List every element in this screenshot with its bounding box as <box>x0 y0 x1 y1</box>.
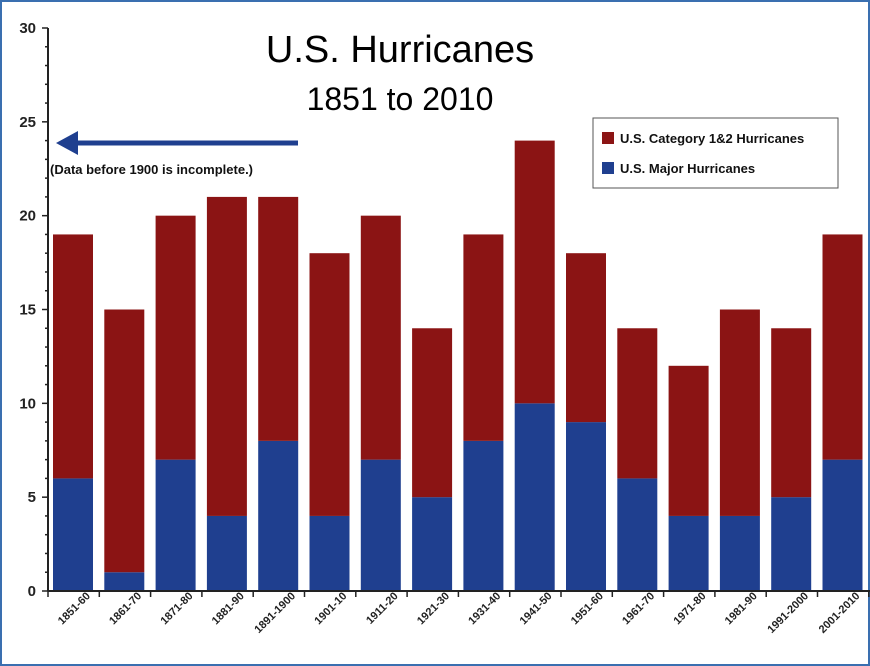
legend-box <box>592 117 839 189</box>
legend-label-cat12: U.S. Category 1&2 Hurricanes <box>620 131 804 146</box>
y-tick-label: 25 <box>19 114 36 131</box>
bars-group <box>53 140 863 591</box>
annotation: (Data before 1900 is incomplete.) <box>50 131 298 177</box>
bar-cat12-1891-1900 <box>258 196 299 441</box>
bar-major-1981-90 <box>719 515 760 591</box>
bar-major-1941-50 <box>514 403 555 591</box>
bar-major-1851-60 <box>53 478 93 591</box>
y-tick-label: 0 <box>28 583 36 600</box>
chart-title: U.S. Hurricanes <box>266 29 534 71</box>
bar-major-1921-30 <box>412 497 453 591</box>
y-tick-label: 10 <box>19 395 36 412</box>
bar-major-1901-10 <box>309 515 350 591</box>
y-tick-label: 20 <box>19 208 36 225</box>
y-tick-label: 30 <box>19 20 36 37</box>
y-tick-label: 15 <box>19 302 36 319</box>
bar-cat12-1881-90 <box>206 196 247 516</box>
arrow-head-icon <box>56 131 78 155</box>
bar-cat12-1871-80 <box>155 215 196 460</box>
annotation-text: (Data before 1900 is incomplete.) <box>50 162 253 177</box>
legend-swatch-major <box>602 162 614 174</box>
bar-cat12-1901-10 <box>309 253 350 516</box>
bar-cat12-1951-60 <box>566 253 606 423</box>
bar-cat12-2001-2010 <box>822 234 863 460</box>
bar-major-1971-80 <box>668 515 709 591</box>
bar-cat12-1961-70 <box>617 328 658 479</box>
bar-cat12-1921-30 <box>412 328 453 498</box>
bar-cat12-1971-80 <box>668 365 709 516</box>
bar-cat12-1931-40 <box>463 234 504 441</box>
bar-major-1951-60 <box>566 422 606 591</box>
y-tick-label: 5 <box>28 489 36 506</box>
bar-major-1961-70 <box>617 478 658 591</box>
legend-swatch-cat12 <box>602 132 614 144</box>
bar-cat12-1911-20 <box>360 215 401 460</box>
bar-cat12-1851-60 <box>53 234 93 479</box>
legend: U.S. Category 1&2 Hurricanes U.S. Major … <box>592 117 839 189</box>
bar-major-1891-1900 <box>258 440 299 591</box>
legend-label-major: U.S. Major Hurricanes <box>620 161 755 176</box>
bar-major-1991-2000 <box>771 497 812 591</box>
bar-cat12-1981-90 <box>719 309 760 516</box>
bar-major-1871-80 <box>155 459 196 591</box>
bar-major-1931-40 <box>463 440 504 591</box>
bar-major-2001-2010 <box>822 459 863 591</box>
bar-major-1881-90 <box>206 515 247 591</box>
y-axis: 0 5 10 15 20 25 30 <box>19 20 49 600</box>
bar-major-1911-20 <box>360 459 401 591</box>
chart-subtitle: 1851 to 2010 <box>307 81 494 117</box>
bar-major-1861-70 <box>104 572 145 591</box>
bar-cat12-1861-70 <box>104 309 145 573</box>
bar-cat12-1941-50 <box>514 140 555 404</box>
bar-cat12-1991-2000 <box>771 328 812 498</box>
